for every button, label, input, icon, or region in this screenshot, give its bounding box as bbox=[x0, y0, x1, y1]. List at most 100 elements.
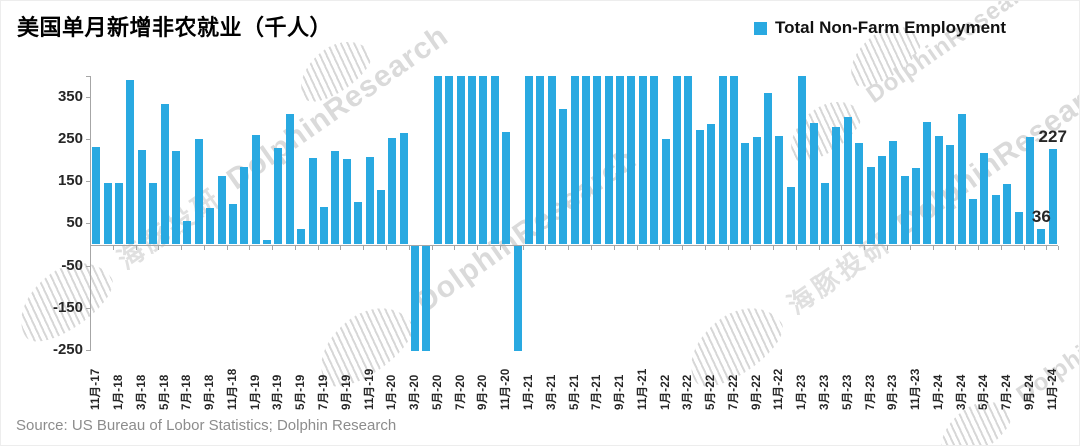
page-title: 美国单月新增非农就业（千人） bbox=[17, 15, 333, 40]
x-axis-tick bbox=[454, 245, 456, 250]
bar bbox=[946, 144, 955, 245]
bar bbox=[1037, 229, 1046, 245]
bar bbox=[991, 194, 1000, 245]
data-label: 36 bbox=[1031, 207, 1051, 227]
bar bbox=[1048, 148, 1057, 245]
bar bbox=[775, 136, 784, 245]
x-axis-tick bbox=[613, 245, 615, 250]
x-axis-tick bbox=[887, 245, 889, 250]
bar bbox=[559, 109, 568, 245]
x-axis-tick bbox=[704, 245, 706, 250]
x-axis-label: 3月-23 bbox=[819, 374, 831, 410]
bar bbox=[399, 132, 408, 245]
y-axis-label: -50 bbox=[61, 256, 83, 274]
x-axis-label: 7月-18 bbox=[181, 374, 194, 410]
bar bbox=[285, 113, 294, 245]
y-axis-label: 250 bbox=[57, 130, 83, 148]
x-axis-tick bbox=[408, 245, 410, 250]
bar bbox=[547, 75, 556, 245]
legend-marker-icon bbox=[754, 21, 767, 35]
bar bbox=[718, 75, 727, 245]
bar bbox=[342, 159, 351, 245]
y-axis-tick bbox=[86, 349, 90, 351]
x-axis-label: 9月-21 bbox=[614, 374, 627, 410]
x-axis-tick bbox=[90, 245, 91, 250]
bar bbox=[764, 92, 773, 245]
bar bbox=[752, 136, 761, 245]
y-axis-label: 150 bbox=[57, 172, 83, 190]
x-axis-label: 3月-21 bbox=[545, 374, 558, 410]
x-axis-tick bbox=[568, 245, 570, 250]
x-axis-label: 5月-21 bbox=[568, 374, 581, 410]
bar bbox=[1025, 136, 1034, 245]
bar bbox=[411, 245, 420, 351]
x-axis-label: 1月-21 bbox=[522, 374, 535, 410]
bar bbox=[103, 183, 112, 245]
bar bbox=[786, 187, 795, 245]
bar bbox=[274, 148, 283, 245]
x-axis-tick bbox=[818, 245, 820, 250]
x-axis-label: 11月-19 bbox=[363, 368, 376, 410]
bar bbox=[240, 166, 249, 245]
x-axis-label: 5月-22 bbox=[705, 374, 718, 410]
bar bbox=[524, 75, 533, 245]
x-axis-label: 3月-18 bbox=[135, 374, 148, 410]
x-axis-label: 1月-24 bbox=[932, 374, 945, 410]
bar bbox=[889, 140, 898, 245]
bar bbox=[638, 75, 647, 245]
x-axis-label: 3月-20 bbox=[409, 374, 422, 410]
x-axis-tick bbox=[272, 245, 274, 250]
bar bbox=[365, 157, 374, 245]
bar bbox=[843, 116, 852, 245]
bar bbox=[672, 75, 681, 245]
x-axis-tick bbox=[978, 245, 980, 250]
bar bbox=[445, 75, 454, 245]
bar bbox=[650, 75, 659, 245]
x-axis-label: 1月-19 bbox=[249, 374, 262, 410]
y-axis-tick bbox=[86, 75, 90, 77]
x-axis-tick bbox=[203, 245, 205, 250]
y-axis-tick bbox=[86, 139, 90, 141]
x-axis-tick bbox=[864, 245, 866, 250]
bar bbox=[877, 155, 886, 245]
x-axis-tick bbox=[181, 245, 183, 250]
y-axis-tick bbox=[86, 223, 90, 225]
bar bbox=[969, 198, 978, 245]
x-axis-label: 3月-19 bbox=[272, 374, 285, 410]
bar bbox=[183, 221, 192, 245]
y-axis-label: -250 bbox=[52, 340, 83, 358]
bar bbox=[1003, 183, 1012, 245]
legend-label: Total Non-Farm Employment bbox=[775, 18, 1007, 37]
bar bbox=[900, 176, 909, 245]
bar bbox=[263, 240, 272, 245]
x-axis-label: 5月-23 bbox=[841, 374, 854, 410]
y-axis-tick bbox=[86, 181, 90, 183]
x-axis-tick bbox=[363, 245, 365, 250]
y-axis-label: -150 bbox=[52, 298, 83, 316]
x-axis-tick bbox=[158, 245, 160, 250]
x-axis-label: 5月-18 bbox=[158, 374, 171, 410]
x-axis-label: 11月-20 bbox=[500, 368, 513, 410]
bar bbox=[468, 75, 477, 245]
bar bbox=[228, 203, 237, 245]
bar bbox=[490, 75, 499, 245]
y-axis-tick bbox=[86, 96, 90, 98]
bar bbox=[513, 245, 522, 351]
bar bbox=[809, 123, 818, 245]
x-axis-tick bbox=[932, 245, 934, 250]
x-axis-tick bbox=[317, 245, 319, 250]
bar bbox=[308, 158, 317, 245]
x-axis-tick bbox=[1058, 245, 1060, 250]
x-axis-label: 3月-22 bbox=[682, 374, 695, 410]
bar bbox=[821, 182, 829, 245]
x-axis-tick bbox=[294, 245, 296, 250]
x-axis-label: 7月-20 bbox=[454, 374, 467, 410]
bar bbox=[376, 190, 385, 245]
x-axis-label: 5月-19 bbox=[295, 374, 308, 410]
bar bbox=[331, 150, 340, 245]
bar bbox=[422, 245, 431, 351]
x-axis-label: 11月-22 bbox=[773, 368, 786, 410]
bar bbox=[172, 150, 180, 245]
bar bbox=[149, 183, 158, 245]
